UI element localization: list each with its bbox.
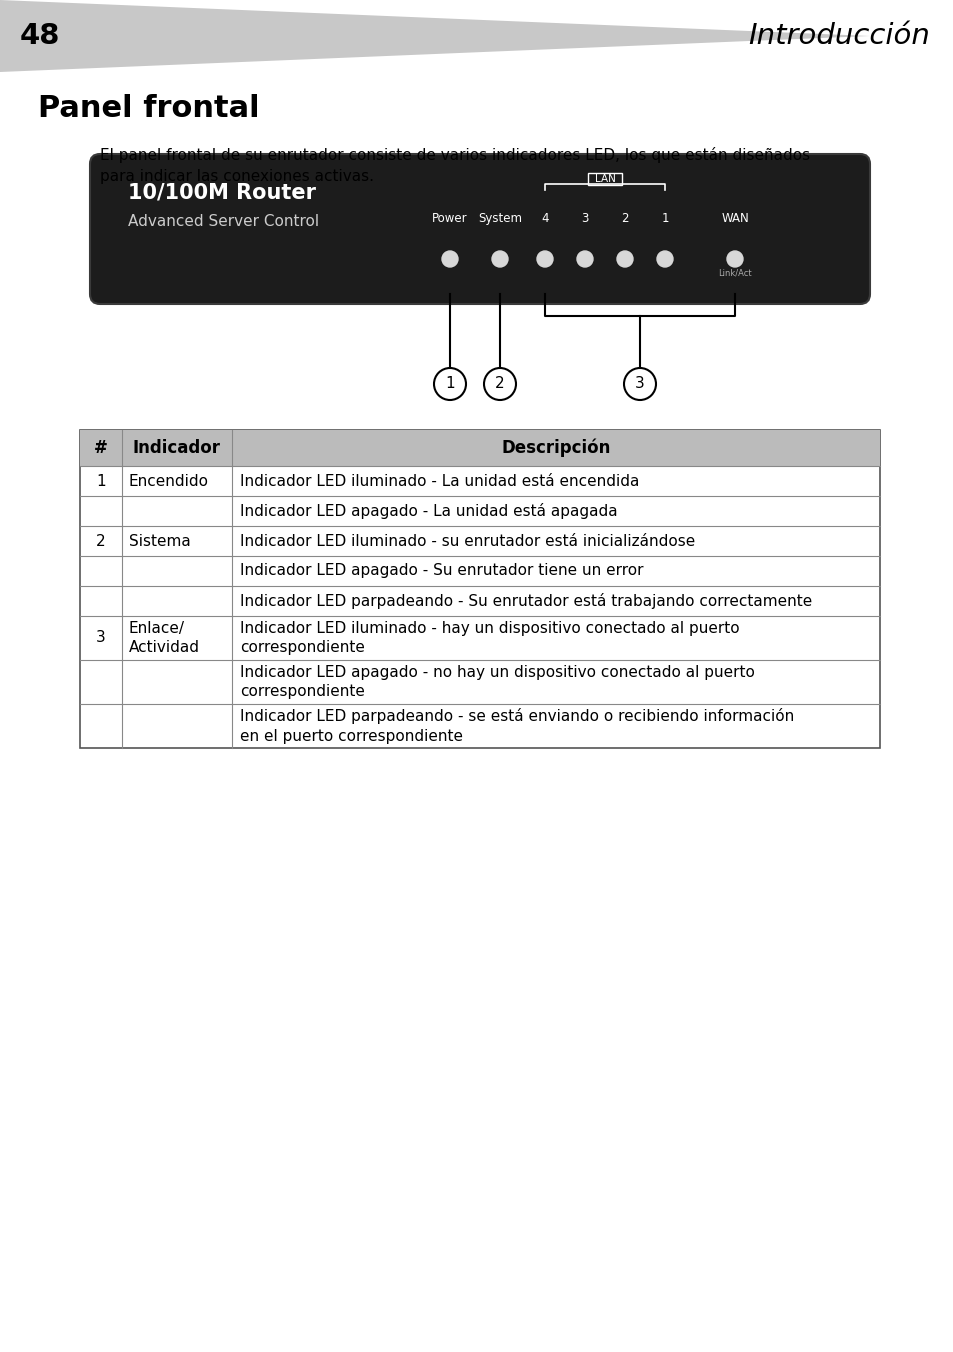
Text: 1: 1 — [445, 376, 455, 392]
Text: Indicador LED iluminado - hay un dispositivo conectado al puerto
correspondiente: Indicador LED iluminado - hay un disposi… — [240, 621, 739, 656]
Circle shape — [434, 368, 465, 400]
Text: Encendido: Encendido — [129, 473, 209, 488]
Text: para indicar las conexiones activas.: para indicar las conexiones activas. — [100, 169, 374, 184]
Text: Link/Act: Link/Act — [718, 269, 751, 279]
Text: 3: 3 — [580, 212, 588, 224]
Circle shape — [537, 251, 553, 266]
Circle shape — [623, 368, 656, 400]
Text: Indicador LED parpadeando - Su enrutador está trabajando correctamente: Indicador LED parpadeando - Su enrutador… — [240, 594, 811, 608]
Bar — [587, 173, 621, 185]
Text: Indicador LED apagado - no hay un dispositivo conectado al puerto
correspondient: Indicador LED apagado - no hay un dispos… — [240, 665, 754, 699]
Circle shape — [726, 251, 742, 266]
Text: El panel frontal de su enrutador consiste de varios indicadores LED, los que est: El panel frontal de su enrutador consist… — [100, 147, 809, 164]
Text: #: # — [94, 439, 108, 457]
Text: Indicador LED iluminado - su enrutador está inicializándose: Indicador LED iluminado - su enrutador e… — [240, 534, 695, 549]
Text: Power: Power — [432, 212, 467, 224]
Text: Indicador LED parpadeando - se está enviando o recibiendo información
en el puer: Indicador LED parpadeando - se está envi… — [240, 708, 794, 744]
Text: 3: 3 — [96, 630, 106, 645]
Text: Enlace/
Actividad: Enlace/ Actividad — [129, 621, 200, 656]
Text: Indicador: Indicador — [132, 439, 221, 457]
Text: 4: 4 — [540, 212, 548, 224]
Text: Descripción: Descripción — [500, 439, 610, 457]
Text: 1: 1 — [660, 212, 668, 224]
Text: LAN: LAN — [594, 174, 615, 184]
Bar — [80, 430, 879, 466]
Circle shape — [617, 251, 633, 266]
FancyBboxPatch shape — [90, 154, 869, 304]
Text: Introducción: Introducción — [747, 22, 929, 50]
Text: 2: 2 — [96, 534, 106, 549]
Circle shape — [657, 251, 672, 266]
Text: Indicador LED apagado - Su enrutador tiene un error: Indicador LED apagado - Su enrutador tie… — [240, 564, 643, 579]
Text: Sistema: Sistema — [129, 534, 191, 549]
Text: System: System — [477, 212, 521, 224]
Text: 3: 3 — [635, 376, 644, 392]
Text: Indicador LED apagado - La unidad está apagada: Indicador LED apagado - La unidad está a… — [240, 503, 617, 519]
Circle shape — [577, 251, 593, 266]
Text: WAN: WAN — [720, 212, 748, 224]
Text: 2: 2 — [495, 376, 504, 392]
Polygon shape — [0, 0, 869, 72]
Bar — [80, 430, 879, 748]
Text: 1: 1 — [96, 473, 106, 488]
Text: Advanced Server Control: Advanced Server Control — [128, 214, 319, 228]
Text: 10/100M Router: 10/100M Router — [128, 183, 315, 201]
Text: Indicador LED iluminado - La unidad está encendida: Indicador LED iluminado - La unidad está… — [240, 473, 639, 488]
Text: 48: 48 — [20, 22, 60, 50]
Text: 2: 2 — [620, 212, 628, 224]
Circle shape — [483, 368, 516, 400]
Circle shape — [441, 251, 457, 266]
Circle shape — [492, 251, 507, 266]
Text: Panel frontal: Panel frontal — [38, 95, 259, 123]
